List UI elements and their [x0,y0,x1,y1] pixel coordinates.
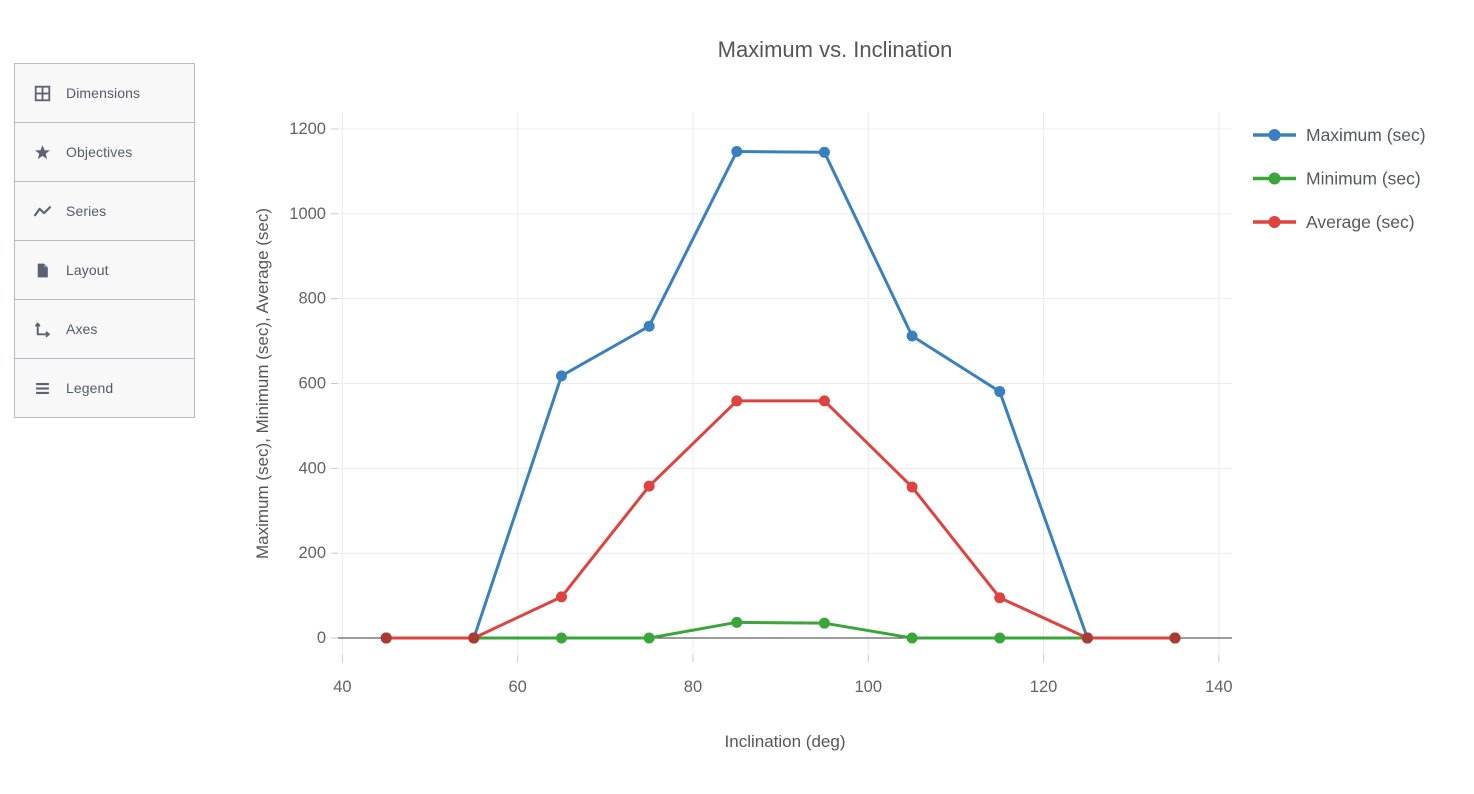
list-lines-icon [34,380,51,397]
legend-marker-sample [1268,129,1281,141]
series-marker-average-sec[interactable] [994,592,1006,604]
overlap-marker[interactable] [468,632,480,644]
overlap-marker[interactable] [1169,632,1181,644]
sidebar-item-label: Legend [66,380,114,396]
y-tick-label: 600 [298,375,326,393]
y-tick-label: 800 [298,290,326,308]
y-tick-label: 1000 [289,205,326,223]
series-marker-minimum-sec[interactable] [818,617,830,629]
x-tick-label: 60 [508,678,526,696]
series-marker-maximum-sec[interactable] [556,370,567,382]
series-line-average-sec [384,399,1177,640]
legend-label: Average (sec) [1306,212,1415,232]
y-axis-title: Maximum (sec), Minimum (sec), Average (s… [253,208,272,559]
series-marker-minimum-sec[interactable] [731,616,743,628]
series-line-minimum-sec [384,620,1177,640]
y-tick-label: 200 [298,544,326,562]
series-marker-maximum-sec[interactable] [818,146,830,158]
series-marker-average-sec[interactable] [906,481,918,493]
legend-label: Maximum (sec) [1306,125,1426,145]
series-marker-maximum-sec[interactable] [906,330,918,342]
sidebar-item-label: Dimensions [66,85,141,101]
y-tick-label: 0 [317,629,326,647]
x-tick-label: 100 [854,678,882,696]
sidebar-item-dimensions[interactable]: Dimensions [15,64,194,123]
x-tick-label: 140 [1205,678,1233,696]
series-marker-minimum-sec[interactable] [643,632,655,644]
sidebar-item-axes[interactable]: Axes [15,300,194,359]
series-marker-maximum-sec[interactable] [731,145,743,157]
x-tick-label: 80 [684,678,702,696]
star-icon [34,144,51,161]
x-tick-label: 120 [1030,678,1058,696]
legend-item-average-sec[interactable]: Average (sec) [1253,212,1415,232]
overlap-marker[interactable] [1081,632,1093,644]
legend-item-maximum-sec[interactable]: Maximum (sec) [1253,125,1426,145]
series-marker-average-sec[interactable] [731,395,743,407]
chart-settings-sidebar: Dimensions Objectives Series [14,63,195,418]
series-marker-average-sec[interactable] [818,395,830,407]
overlap-marker[interactable] [380,632,392,644]
series-line-maximum-sec [384,149,1177,640]
legend-marker-sample [1268,172,1281,185]
sidebar-item-series[interactable]: Series [15,182,194,241]
legend-item-minimum-sec[interactable]: Minimum (sec) [1253,169,1421,189]
sidebar-item-label: Layout [66,262,109,278]
x-axis-title: Inclination (deg) [725,732,846,751]
series-marker-maximum-sec[interactable] [994,386,1006,398]
y-tick-label: 400 [298,459,326,477]
zigzag-line-icon [34,203,51,220]
sidebar-item-label: Axes [66,321,98,337]
series-marker-minimum-sec[interactable] [556,632,567,644]
y-tick-label: 1200 [289,120,326,138]
sidebar-item-objectives[interactable]: Objectives [15,123,194,182]
sidebar-item-legend[interactable]: Legend [15,359,194,417]
legend-label: Minimum (sec) [1306,169,1421,189]
axes-icon [34,321,51,338]
chart-title: Maximum vs. Inclination [718,37,953,62]
sidebar-item-layout[interactable]: Layout [15,241,194,300]
series-marker-maximum-sec[interactable] [643,320,655,332]
page-icon [34,262,51,279]
grid-icon [34,85,51,102]
series-marker-minimum-sec[interactable] [994,632,1006,644]
series-marker-average-sec[interactable] [556,591,567,603]
sidebar-item-label: Objectives [66,144,133,160]
legend-marker-sample [1268,216,1281,228]
series-marker-average-sec[interactable] [643,480,655,492]
series-marker-minimum-sec[interactable] [906,632,918,644]
sidebar-item-label: Series [66,203,107,219]
x-tick-label: 40 [333,678,351,696]
